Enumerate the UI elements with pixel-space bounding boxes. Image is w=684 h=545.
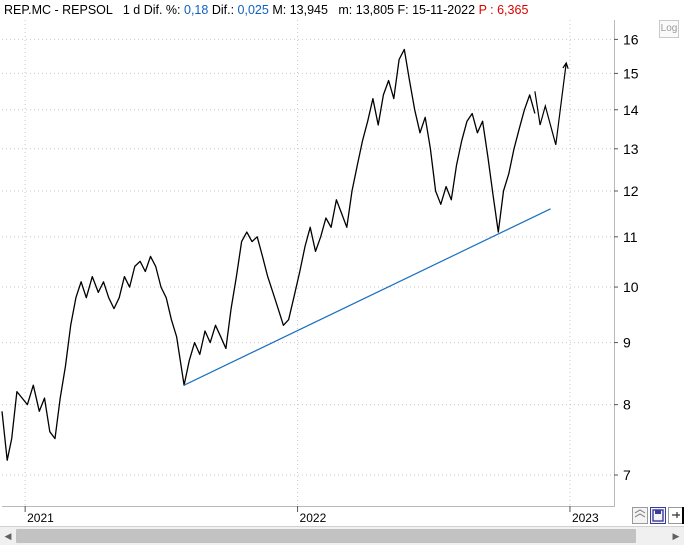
- period-label: 1 d: [122, 3, 141, 17]
- y-tick-label: 10: [623, 279, 639, 295]
- plot-area[interactable]: [2, 20, 615, 507]
- y-tick-label: 9: [623, 335, 631, 351]
- layers-button[interactable]: [632, 507, 648, 524]
- projection-line: [534, 62, 567, 145]
- color-swatch[interactable]: [682, 507, 684, 524]
- pct-change-label: Dif. %:: [143, 3, 181, 17]
- date-label: F:: [397, 3, 409, 17]
- y-tick-label: 11: [623, 229, 638, 245]
- p-label: P :: [478, 3, 494, 17]
- support-trendline: [183, 208, 551, 386]
- price-series-line: [1, 48, 536, 461]
- p-value: 6,365: [497, 3, 529, 17]
- min-value: 13,805: [355, 3, 394, 17]
- pin-icon: [672, 512, 680, 518]
- max-value: 13,945: [289, 3, 328, 17]
- projection-arrowhead: [562, 61, 569, 69]
- max-label: M:: [272, 3, 287, 17]
- save-button[interactable]: [650, 507, 666, 524]
- y-tick-label: 15: [623, 65, 639, 81]
- pct-change-value: 0,18: [184, 3, 209, 17]
- y-tick-label: 14: [623, 102, 639, 118]
- log-scale-button[interactable]: Log: [659, 20, 679, 38]
- x-tick-label: 2021: [27, 511, 54, 525]
- price-chart[interactable]: 7 8 9 10 11 12 13 14 15 16 2021 2022 2023: [0, 0, 684, 526]
- diff-label: Dif.:: [211, 3, 235, 17]
- y-tick-label: 13: [623, 141, 639, 157]
- scroll-thumb[interactable]: [16, 529, 636, 543]
- min-label: m:: [338, 3, 353, 17]
- y-tick-label: 8: [623, 397, 631, 413]
- diff-value: 0,025: [237, 3, 269, 17]
- x-axis: 2021 2022 2023: [24, 506, 599, 525]
- y-tick-label: 16: [623, 31, 639, 47]
- layers-icon: [634, 509, 646, 518]
- y-axis: 7 8 9 10 11 12 13 14 15 16: [614, 31, 639, 483]
- symbol-label: REP.MC - REPSOL: [4, 3, 113, 17]
- x-tick-label: 2022: [300, 511, 327, 525]
- date-value: 15-11-2022: [412, 3, 476, 17]
- horizontal-scrollbar[interactable]: ◀ ▶: [0, 526, 684, 545]
- chart-header: REP.MC - REPSOL 1 d Dif. %: 0,18 Dif.: 0…: [4, 3, 528, 19]
- x-tick-label: 2023: [572, 511, 599, 525]
- save-icon: [652, 509, 664, 522]
- scroll-right-icon[interactable]: ▶: [672, 531, 680, 541]
- y-tick-label: 12: [623, 183, 639, 199]
- series: [1, 48, 569, 461]
- y-tick-label: 7: [623, 467, 631, 483]
- scroll-left-icon[interactable]: ◀: [4, 531, 12, 541]
- grid: [2, 20, 614, 506]
